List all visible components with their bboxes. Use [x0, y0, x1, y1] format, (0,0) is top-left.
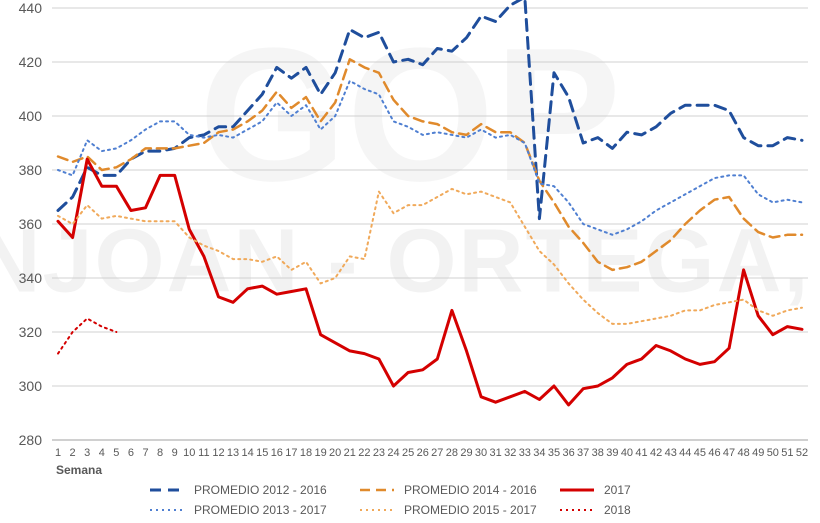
x-tick-label: 9 — [172, 447, 178, 459]
x-tick-label: 22 — [358, 447, 370, 459]
chart-stage: GOP GUINJOAN - ORTEGA, S.L. 280300320340… — [0, 0, 820, 523]
y-tick-label: 440 — [19, 0, 43, 16]
x-tick-label: 26 — [417, 447, 429, 459]
x-tick-label: 12 — [212, 447, 224, 459]
x-tick-label: 51 — [781, 447, 793, 459]
x-tick-label: 23 — [373, 447, 385, 459]
x-axis-title: Semana — [56, 463, 102, 477]
y-tick-label: 280 — [19, 432, 43, 448]
y-tick-label: 340 — [19, 270, 43, 286]
x-tick-label: 31 — [490, 447, 502, 459]
series-line — [58, 59, 802, 270]
x-tick-label: 4 — [99, 447, 105, 459]
x-tick-label: 13 — [227, 447, 239, 459]
x-tick-label: 49 — [752, 447, 764, 459]
x-tick-label: 24 — [387, 447, 399, 459]
x-tick-label: 21 — [344, 447, 356, 459]
x-tick-label: 38 — [592, 447, 604, 459]
x-tick-label: 19 — [314, 447, 326, 459]
x-tick-label: 41 — [635, 447, 647, 459]
y-tick-label: 360 — [19, 216, 43, 232]
x-tick-label: 15 — [256, 447, 268, 459]
x-tick-label: 34 — [533, 447, 545, 459]
x-tick-label: 1 — [55, 447, 61, 459]
series-line — [58, 159, 802, 405]
x-tick-label: 8 — [157, 447, 163, 459]
x-tick-label: 20 — [329, 447, 341, 459]
x-tick-label: 27 — [431, 447, 443, 459]
x-tick-label: 40 — [621, 447, 633, 459]
x-tick-label: 28 — [446, 447, 458, 459]
y-tick-label: 400 — [19, 108, 43, 124]
x-tick-label: 7 — [142, 447, 148, 459]
x-tick-label: 29 — [460, 447, 472, 459]
x-tick-label: 35 — [548, 447, 560, 459]
x-tick-label: 3 — [84, 447, 90, 459]
legend-label: 2017 — [604, 483, 631, 497]
y-tick-label: 420 — [19, 54, 43, 70]
x-tick-label: 17 — [285, 447, 297, 459]
y-tick-label: 380 — [19, 162, 43, 178]
legend-label: PROMEDIO 2013 - 2017 — [194, 503, 327, 517]
legend-label: PROMEDIO 2012 - 2016 — [194, 483, 327, 497]
x-tick-label: 45 — [694, 447, 706, 459]
x-tick-label: 37 — [577, 447, 589, 459]
x-tick-label: 44 — [679, 447, 691, 459]
x-tick-label: 47 — [723, 447, 735, 459]
x-tick-label: 43 — [665, 447, 677, 459]
series-line — [58, 189, 802, 324]
line-chart-svg: 2803003203403603804004204401234567891011… — [0, 0, 820, 523]
x-tick-label: 14 — [242, 447, 254, 459]
legend-label: PROMEDIO 2015 - 2017 — [404, 503, 537, 517]
x-tick-label: 6 — [128, 447, 134, 459]
x-tick-label: 18 — [300, 447, 312, 459]
x-tick-label: 32 — [504, 447, 516, 459]
x-tick-label: 10 — [183, 447, 195, 459]
x-tick-label: 30 — [475, 447, 487, 459]
x-tick-label: 33 — [519, 447, 531, 459]
legend-label: 2018 — [604, 503, 631, 517]
x-tick-label: 5 — [113, 447, 119, 459]
x-tick-label: 52 — [796, 447, 808, 459]
x-tick-label: 2 — [70, 447, 76, 459]
x-tick-label: 25 — [402, 447, 414, 459]
x-tick-label: 46 — [708, 447, 720, 459]
series-line — [58, 0, 802, 219]
x-tick-label: 42 — [650, 447, 662, 459]
y-tick-label: 320 — [19, 324, 43, 340]
legend-label: PROMEDIO 2014 - 2016 — [404, 483, 537, 497]
x-tick-label: 39 — [606, 447, 618, 459]
x-tick-label: 11 — [198, 447, 209, 459]
series-line — [58, 319, 116, 354]
x-tick-label: 36 — [562, 447, 574, 459]
x-tick-label: 16 — [271, 447, 283, 459]
y-tick-label: 300 — [19, 378, 43, 394]
x-tick-label: 48 — [738, 447, 750, 459]
x-tick-label: 50 — [767, 447, 779, 459]
